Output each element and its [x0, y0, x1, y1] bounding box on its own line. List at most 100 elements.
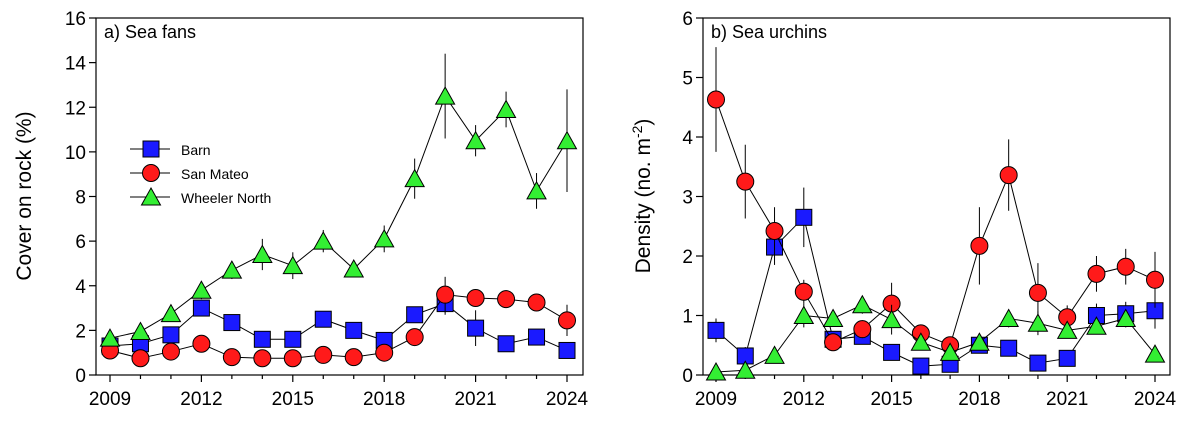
x-tick-label-b-2009: 2009 [695, 389, 737, 410]
point-a-san-mateo-2019 [405, 328, 424, 347]
x-tick-label-a-2009: 2009 [89, 389, 131, 410]
point-b-barn-2016 [912, 357, 930, 375]
point-a-wheeler-north-2011 [160, 303, 182, 323]
point-b-barn-2020 [1029, 354, 1047, 372]
point-a-wheeler-north-2015 [282, 255, 304, 275]
point-a-san-mateo-2015 [283, 349, 302, 368]
x-tick-label-b-2021: 2021 [1046, 389, 1088, 410]
panel-a-title: a) Sea fans [104, 22, 196, 42]
point-a-barn-2016 [314, 310, 332, 328]
point-b-san-mateo-2018 [970, 236, 989, 255]
point-a-san-mateo-2017 [344, 348, 363, 367]
point-b-wheeler-north-2020 [1027, 313, 1049, 332]
point-a-san-mateo-2013 [222, 348, 241, 367]
point-a-barn-2023 [528, 328, 546, 346]
point-a-wheeler-north-2013 [221, 260, 243, 279]
point-a-san-mateo-2012 [192, 334, 211, 353]
point-a-san-mateo-2016 [314, 345, 333, 364]
point-b-wheeler-north-2016 [910, 332, 932, 351]
y-tick-label-a-16: 16 [65, 9, 86, 30]
x-tick-label-b-2012: 2012 [783, 389, 825, 410]
y-tick-label-a-12: 12 [65, 98, 86, 119]
point-b-wheeler-north-2017 [939, 342, 961, 361]
point-a-wheeler-north-2019 [404, 168, 426, 188]
point-a-san-mateo-2023 [527, 293, 546, 312]
y-tick-label-b-6: 6 [682, 9, 693, 30]
point-b-san-mateo-2013 [824, 333, 843, 352]
y-tick-label-b-0: 0 [682, 366, 693, 387]
point-a-barn-2021 [467, 319, 485, 337]
x-tick-label-b-2015: 2015 [870, 389, 912, 410]
panel-b-title: b) Sea urchins [711, 22, 827, 42]
point-a-barn-2019 [406, 306, 424, 324]
legend: Barn San Mateo Wheeler North [130, 140, 271, 206]
legend-marker-barn [142, 140, 160, 158]
panel-b-y-axis-label-main: Density (no. m [632, 138, 655, 273]
y-tick-label-a-6: 6 [75, 232, 86, 253]
point-b-san-mateo-2014 [853, 320, 872, 339]
panel-b-y-axis-label-superscript: -2 [629, 125, 645, 138]
point-a-barn-2022 [497, 335, 515, 353]
y-tick-label-a-10: 10 [65, 143, 86, 164]
point-b-wheeler-north-2024 [1144, 344, 1166, 363]
point-a-san-mateo-2021 [466, 289, 485, 308]
y-tick-label-b-3: 3 [682, 188, 693, 209]
point-b-san-mateo-2010 [736, 172, 755, 191]
point-a-san-mateo-2020 [436, 285, 455, 304]
y-tick-label-a-0: 0 [75, 366, 86, 387]
point-b-wheeler-north-2009 [705, 362, 727, 381]
x-tick-label-a-2024: 2024 [546, 389, 589, 410]
y-tick-label-a-14: 14 [65, 54, 87, 75]
point-b-san-mateo-2011 [765, 222, 784, 241]
y-tick-label-b-5: 5 [682, 69, 693, 90]
series-line-a-barn [109, 303, 568, 351]
point-b-wheeler-north-2013 [822, 308, 844, 327]
panel-b-sea-urchins: b) Sea urchins Density (no. m-2) 0 1 2 3 4 5 6… [629, 9, 1177, 410]
point-a-wheeler-north-2021 [465, 130, 486, 150]
point-a-san-mateo-2022 [497, 290, 516, 309]
point-b-wheeler-north-2021 [1056, 320, 1078, 339]
point-b-barn-2019 [1000, 339, 1018, 357]
point-a-wheeler-north-2022 [495, 99, 517, 118]
point-b-wheeler-north-2018 [969, 332, 990, 351]
point-b-wheeler-north-2015 [881, 309, 902, 329]
point-a-barn-2024 [558, 341, 576, 359]
point-a-wheeler-north-2024 [556, 130, 578, 150]
panel-b-y-axis-label-end: ) [632, 119, 655, 126]
point-b-wheeler-north-2014 [851, 294, 873, 314]
legend-label-barn: Barn [181, 142, 211, 158]
y-tick-label-a-8: 8 [75, 188, 86, 209]
point-b-barn-2012 [795, 208, 813, 226]
panel-a-y-axis-label: Cover on rock (%) [13, 111, 36, 280]
series-line-b-barn [715, 216, 1156, 367]
x-tick-label-a-2015: 2015 [272, 389, 314, 410]
legend-label-san-mateo: San Mateo [181, 166, 249, 182]
point-a-barn-2012 [192, 299, 210, 317]
series-line-a-san-mateo [109, 294, 568, 359]
point-a-wheeler-north-2010 [130, 321, 151, 340]
point-b-san-mateo-2022 [1087, 264, 1106, 283]
point-a-san-mateo-2018 [375, 343, 394, 362]
x-tick-label-b-2018: 2018 [958, 389, 1000, 410]
x-tick-label-a-2021: 2021 [454, 389, 496, 410]
point-a-san-mateo-2024 [558, 311, 576, 330]
x-tick-label-b-2024: 2024 [1134, 389, 1177, 410]
point-b-barn-2009 [707, 321, 725, 339]
point-a-barn-2013 [223, 314, 241, 332]
point-a-barn-2015 [284, 330, 302, 348]
y-tick-label-b-1: 1 [682, 307, 693, 328]
y-tick-label-a-2: 2 [75, 321, 86, 342]
point-b-barn-2015 [883, 343, 901, 361]
point-a-barn-2011 [162, 326, 180, 344]
point-b-wheeler-north-2012 [793, 305, 815, 324]
legend-marker-wheeler-north [140, 186, 162, 206]
point-b-wheeler-north-2023 [1115, 308, 1137, 327]
panel-b-y-axis-label: Density (no. m-2) [629, 119, 655, 274]
point-a-barn-2017 [345, 321, 363, 339]
point-b-san-mateo-2012 [794, 282, 813, 301]
legend-item-san-mateo: San Mateo [130, 164, 249, 182]
point-b-san-mateo-2024 [1146, 270, 1164, 289]
point-a-wheeler-north-2017 [343, 258, 365, 278]
series-line-a-wheeler-north [109, 95, 568, 339]
